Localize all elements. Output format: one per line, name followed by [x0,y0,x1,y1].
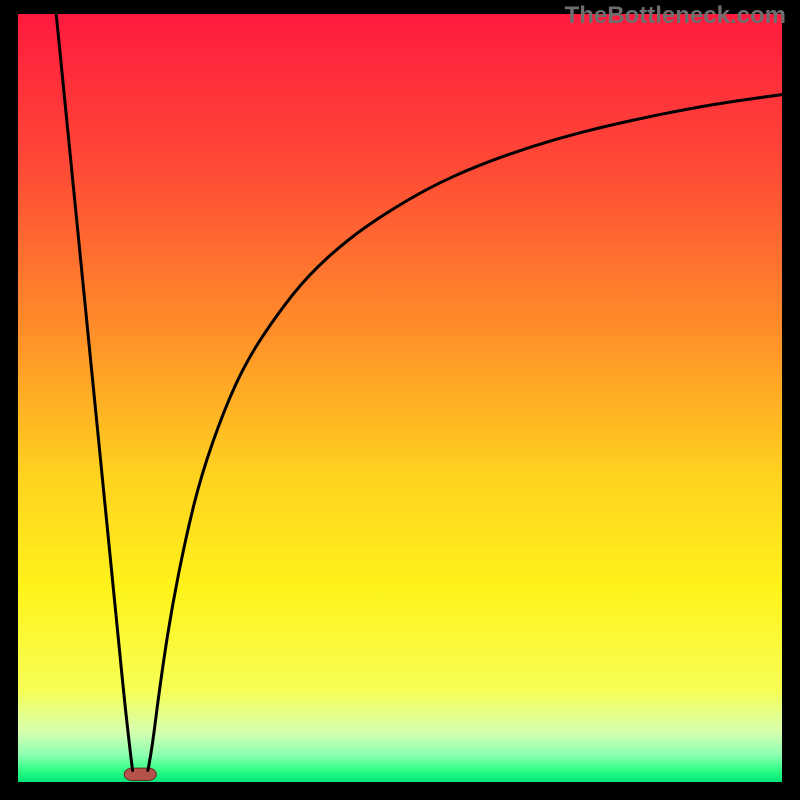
chart-svg [18,14,782,782]
chart-root: TheBottleneck.com [0,0,800,800]
source-watermark: TheBottleneck.com [565,2,786,30]
minimum-marker [124,768,156,780]
plot-area [18,14,782,782]
plot-background [18,14,782,782]
